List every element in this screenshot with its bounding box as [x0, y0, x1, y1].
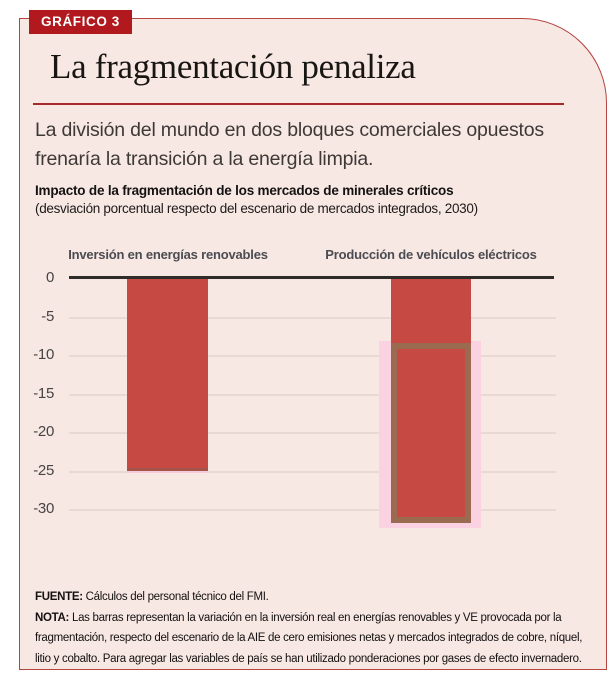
category-label: Producción de vehículos eléctricos: [325, 247, 537, 262]
source-line: FUENTE: Cálculos del personal técnico de…: [35, 587, 591, 608]
note-line: NOTA: Las barras representan la variació…: [35, 608, 591, 670]
gridline: [69, 394, 556, 396]
source-text: Cálculos del personal técnico del FMI.: [85, 591, 269, 603]
figure-badge: GRÁFICO 3: [29, 10, 132, 34]
title-rule: [33, 103, 564, 105]
gridline: [69, 471, 556, 473]
y-tick-label: -30: [33, 500, 54, 517]
gridline: [69, 355, 556, 357]
y-tick-label: -10: [33, 346, 54, 363]
bar-chart-plot: 0 -5 -10 -15 -20 -25 -30 Inversión en energías …: [20, 19, 606, 669]
category-label: Inversión en energías renovables: [68, 247, 268, 262]
y-tick-label: -15: [33, 385, 54, 402]
bar-0: [127, 278, 208, 471]
gridline: [69, 317, 556, 319]
figure-badge-label: GRÁFICO 3: [41, 14, 120, 29]
figure-title: La fragmentación penaliza: [50, 47, 416, 86]
source-label: FUENTE:: [35, 591, 83, 603]
figure-card: GRÁFICO 3 La fragmentación penaliza La d…: [19, 10, 607, 670]
overlay-outline: [391, 343, 471, 523]
note-label: NOTA:: [35, 611, 70, 624]
chart-heading: Impacto de la fragmentación de los merca…: [35, 183, 454, 198]
y-tick-label: -20: [33, 423, 54, 440]
y-tick-label: 0: [45, 269, 54, 286]
gridline: [69, 509, 556, 511]
chart-unit-note: (desviación porcentual respecto del esce…: [35, 201, 478, 216]
footnotes: FUENTE: Cálculos del personal técnico de…: [35, 587, 591, 669]
bar-1: [391, 278, 471, 521]
y-tick-label: -25: [33, 462, 54, 479]
x-axis-zero-line: [69, 276, 554, 279]
note-text: Las barras representan la variación en l…: [35, 611, 583, 665]
gridline: [69, 432, 556, 434]
figure-subtitle: La división del mundo en dos bloques com…: [35, 119, 544, 170]
y-tick-label: -5: [41, 308, 54, 325]
